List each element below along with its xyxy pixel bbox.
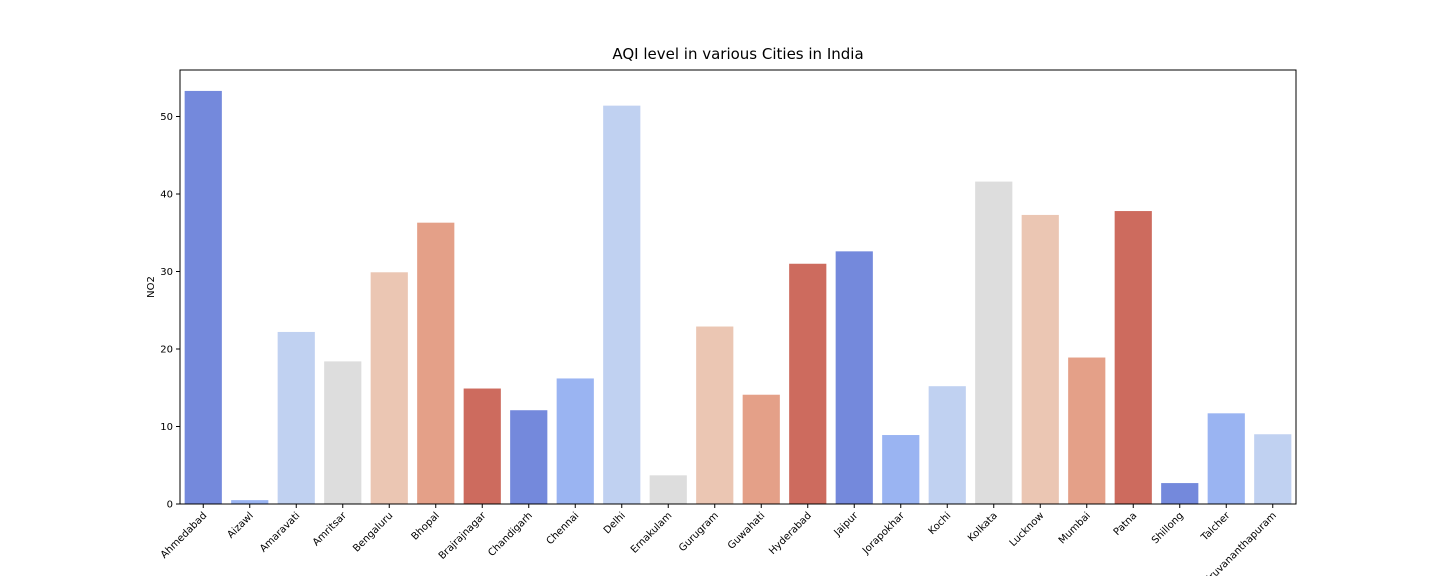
- bar-ahmedabad: [184, 90, 222, 505]
- bar-hyderabad: [789, 263, 827, 504]
- x-tick-label: Patna: [1112, 510, 1140, 538]
- y-tick-label: 0: [167, 500, 173, 511]
- x-tick-label: Guwahati: [726, 510, 767, 551]
- x-tick-label: Talcher: [1199, 510, 1233, 544]
- bar-brajrajnagar: [463, 388, 501, 504]
- x-tick-label: Chandigarh: [486, 510, 535, 559]
- bar-patna: [1114, 211, 1152, 505]
- bar-guwahati: [742, 394, 780, 504]
- y-ticks-group: 0 10 20 30 40 50: [160, 112, 180, 511]
- x-tick-label: Hyderabad: [767, 510, 814, 557]
- bar-lucknow: [1021, 214, 1059, 505]
- y-tick-label: 10: [160, 422, 173, 433]
- x-ticks-group: Ahmedabad Aizawl Amaravati Amritsar Bengalur…: [159, 504, 1279, 576]
- bar-kochi: [928, 386, 966, 504]
- bars-group: [184, 90, 1292, 505]
- x-tick-label: Amritsar: [311, 510, 350, 549]
- y-axis-label: NO2: [146, 276, 157, 298]
- x-tick-label: Gurugram: [677, 510, 721, 554]
- bar-thiruvananthapuram: [1254, 434, 1292, 504]
- x-tick-label: Bengaluru: [351, 510, 395, 554]
- plot-frame: [179, 69, 1297, 505]
- bar-bengaluru: [370, 272, 408, 504]
- x-tick-label: Lucknow: [1008, 510, 1047, 549]
- bar-kolkata: [975, 181, 1013, 504]
- x-tick-label: Shillong: [1150, 510, 1186, 546]
- bar-delhi: [603, 105, 641, 505]
- x-tick-label: Kolkata: [966, 510, 1000, 544]
- bar-chandigarh: [510, 410, 548, 504]
- bar-amaravati: [277, 331, 315, 504]
- x-tick-label: Chennai: [545, 510, 582, 547]
- x-tick-label: Kochi: [927, 510, 954, 537]
- bar-jorapokhar: [882, 435, 920, 504]
- x-tick-label: Ernakulam: [629, 510, 674, 555]
- bar-jaipur: [835, 251, 873, 504]
- x-tick-label: Amaravati: [258, 510, 302, 554]
- bar-ernakulam: [649, 475, 687, 504]
- x-tick-label: Thiruvananthapuram: [1196, 510, 1279, 576]
- y-tick-label: 50: [160, 112, 173, 123]
- x-tick-label: Jorapokhar: [860, 510, 907, 557]
- y-tick-label: 20: [160, 345, 173, 356]
- x-tick-label: Delhi: [602, 510, 628, 536]
- bar-bhopal: [417, 222, 455, 505]
- x-tick-label: Ahmedabad: [159, 510, 209, 560]
- x-tick-label: Aizawl: [225, 510, 255, 540]
- bar-mumbai: [1068, 357, 1106, 504]
- y-tick-label: 30: [160, 267, 173, 278]
- bar-gurugram: [696, 326, 734, 504]
- bar-shillong: [1161, 483, 1199, 504]
- x-tick-label: Mumbai: [1057, 510, 1093, 546]
- bar-chennai: [556, 378, 594, 504]
- bar-talcher: [1207, 413, 1245, 504]
- x-tick-label: Bhopal: [410, 510, 442, 542]
- bar-amritsar: [324, 361, 362, 504]
- bar-aizawl: [231, 500, 269, 504]
- x-tick-label: Brajrajnagar: [437, 510, 489, 562]
- y-tick-label: 40: [160, 190, 173, 201]
- chart-title: AQI level in various Cities in India: [612, 45, 863, 63]
- x-tick-label: Jaipur: [832, 510, 861, 539]
